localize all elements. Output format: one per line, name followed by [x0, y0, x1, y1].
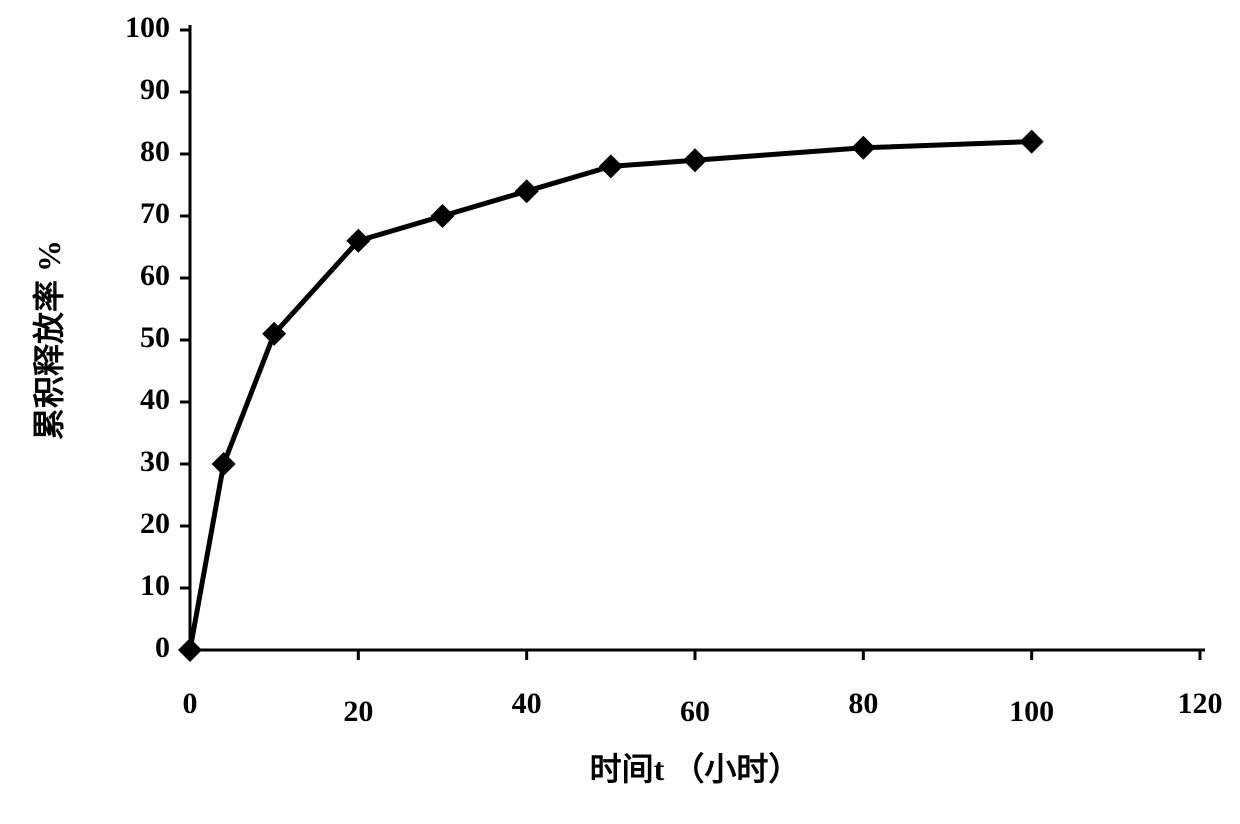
- svg-text:0: 0: [183, 687, 198, 720]
- svg-text:40: 40: [512, 687, 542, 720]
- svg-text:20: 20: [343, 695, 373, 728]
- svg-text:80: 80: [140, 135, 170, 168]
- svg-text:0: 0: [155, 631, 170, 664]
- svg-text:30: 30: [140, 445, 170, 478]
- svg-text:60: 60: [140, 259, 170, 292]
- svg-text:累积释放率 %: 累积释放率 %: [31, 240, 67, 440]
- svg-text:120: 120: [1178, 687, 1223, 720]
- svg-text:10: 10: [140, 569, 170, 602]
- svg-text:90: 90: [140, 73, 170, 106]
- chart-svg: 0 10 20 30 40 50 60 70 80 90 100 0 20 40 60 80 100 120 累积释…: [0, 0, 1240, 824]
- svg-text:80: 80: [848, 687, 878, 720]
- svg-text:20: 20: [140, 507, 170, 540]
- svg-text:60: 60: [680, 695, 710, 728]
- svg-text:时间t （小时）: 时间t （小时）: [590, 751, 801, 787]
- release-rate-chart: 0 10 20 30 40 50 60 70 80 90 100 0 20 40 60 80 100 120 累积释…: [0, 0, 1240, 824]
- svg-text:50: 50: [140, 321, 170, 354]
- svg-text:100: 100: [1009, 695, 1054, 728]
- svg-text:70: 70: [140, 197, 170, 230]
- svg-text:100: 100: [125, 11, 170, 44]
- svg-text:40: 40: [140, 383, 170, 416]
